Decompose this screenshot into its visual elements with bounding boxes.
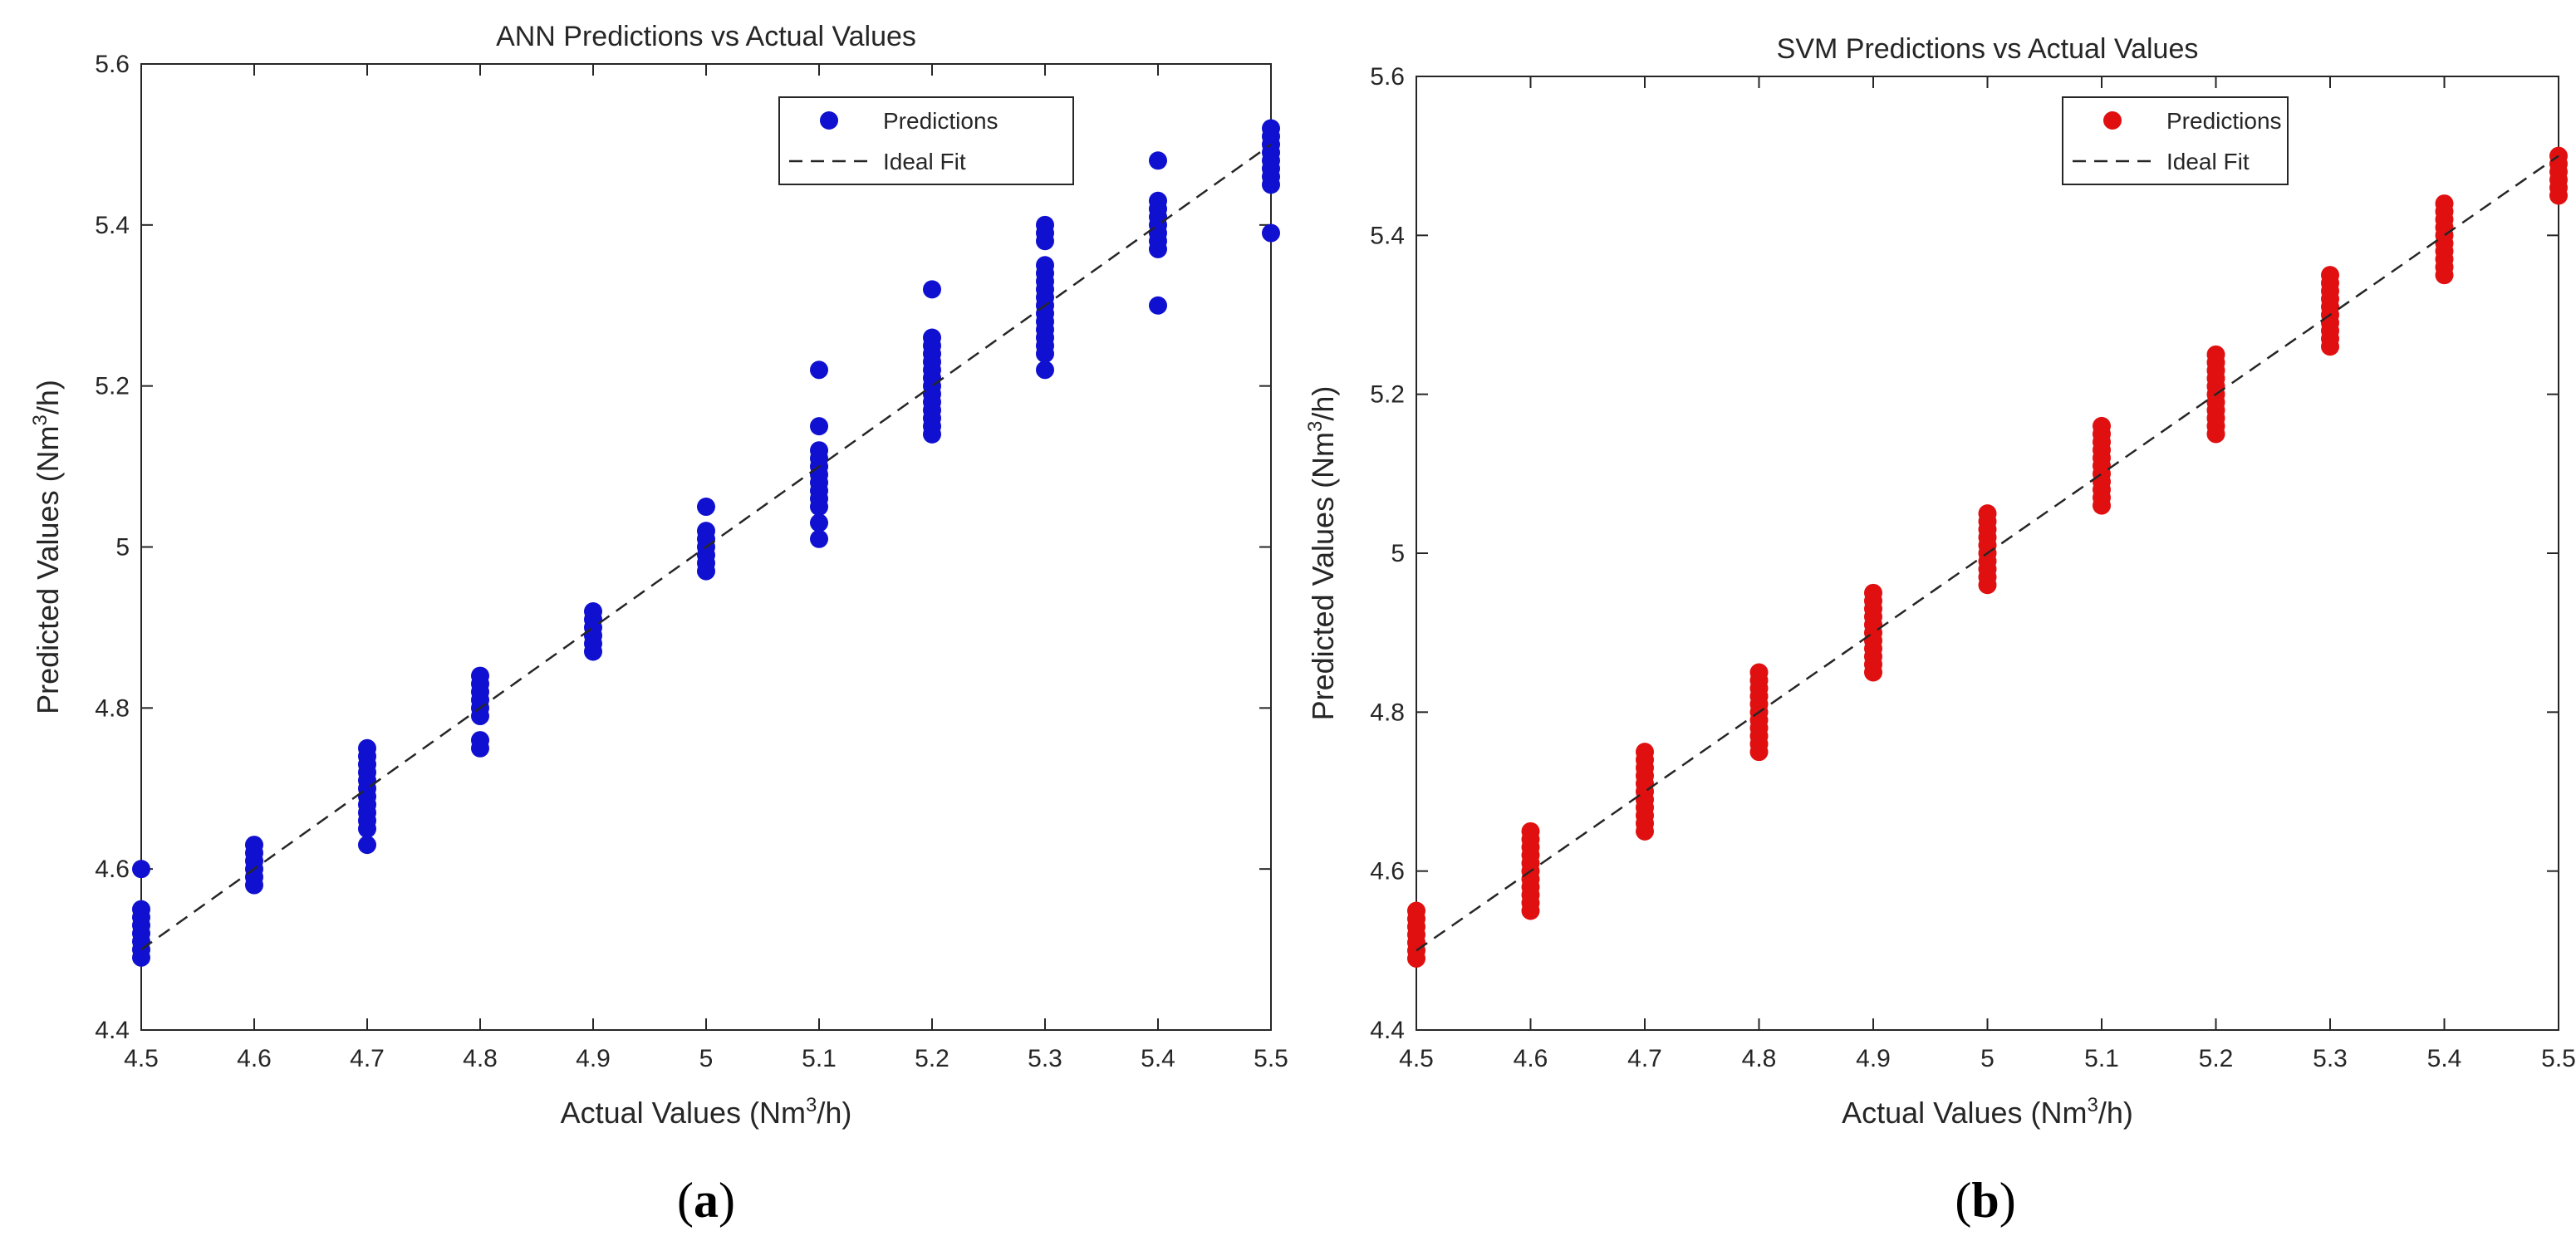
prediction-point <box>697 498 715 517</box>
prediction-point <box>1636 743 1654 762</box>
x-tick-label: 4.7 <box>350 1045 385 1072</box>
prediction-point <box>2206 345 2225 364</box>
prediction-point <box>697 522 715 541</box>
prediction-point <box>2549 146 2568 165</box>
prediction-point <box>810 513 828 532</box>
x-tick-label: 5.4 <box>1141 1045 1175 1072</box>
x-tick-label: 5.4 <box>2427 1045 2462 1072</box>
y-tick-label: 5.2 <box>1370 381 1405 409</box>
prediction-point <box>1262 119 1280 138</box>
x-tick-label: 4.5 <box>124 1045 159 1072</box>
y-axis-label: Predicted Values (Nm3/h) <box>29 380 65 714</box>
prediction-point <box>1864 583 1882 602</box>
x-tick-label: 5.3 <box>1028 1045 1062 1072</box>
legend-box <box>2062 96 2289 185</box>
x-tick-label: 5.5 <box>2541 1045 2576 1072</box>
x-tick-label: 5.5 <box>1254 1045 1288 1072</box>
prediction-point <box>132 900 150 919</box>
prediction-point <box>358 836 376 855</box>
y-tick-label: 5 <box>115 534 130 562</box>
prediction-point <box>810 417 828 436</box>
y-tick-label: 5.6 <box>1370 63 1405 91</box>
panel-caption: (a) <box>677 1173 735 1228</box>
x-tick-label: 5 <box>699 1045 714 1072</box>
prediction-point <box>1521 822 1540 841</box>
legend-label-ideal-fit: Ideal Fit <box>883 149 966 174</box>
y-axis-label: Predicted Values (Nm3/h) <box>1304 386 1340 721</box>
prediction-point <box>471 731 489 750</box>
x-tick-label: 4.6 <box>237 1045 272 1072</box>
y-tick-label: 5.4 <box>1370 222 1405 249</box>
chart-panel-b: SVM Predictions vs Actual Values 4.5 4.6 4.… <box>1304 33 2576 1228</box>
x-tick-label: 4.8 <box>1742 1045 1777 1072</box>
x-tick-label: 4.8 <box>463 1045 498 1072</box>
prediction-point <box>810 361 828 380</box>
x-tick-label: 4.6 <box>1514 1045 1548 1072</box>
prediction-point <box>1262 223 1280 243</box>
legend-label-predictions: Predictions <box>883 108 999 134</box>
y-tick-label: 4.4 <box>1370 1017 1405 1044</box>
prediction-point <box>2093 416 2111 435</box>
prediction-point <box>1749 663 1769 682</box>
y-tick-label: 5.6 <box>95 51 130 78</box>
chart-title: SVM Predictions vs Actual Values <box>1777 33 2199 65</box>
x-tick-label: 4.5 <box>1399 1045 1434 1072</box>
prediction-point <box>1149 191 1167 210</box>
x-tick-label: 5 <box>1980 1045 1995 1072</box>
y-tick-label: 4.8 <box>1370 699 1405 726</box>
y-tick-label: 4.4 <box>95 1017 130 1044</box>
x-axis-label: Actual Values (Nm3/h) <box>1842 1094 2133 1130</box>
y-tick-label: 5.2 <box>95 373 130 400</box>
prediction-point <box>923 328 941 347</box>
y-tick-label: 4.6 <box>95 856 130 883</box>
prediction-point <box>1036 215 1054 234</box>
y-tick-label: 5 <box>1391 540 1405 567</box>
ideal-fit-line <box>140 143 1272 951</box>
prediction-point <box>2435 194 2454 213</box>
prediction-point <box>1149 151 1167 170</box>
x-tick-label: 4.9 <box>1856 1045 1891 1072</box>
chart-panel-a: ANN Predictions vs Actual Values 4.5 4.6 4.… <box>29 21 1288 1228</box>
prediction-point <box>358 738 376 758</box>
x-tick-label: 4.9 <box>576 1045 611 1072</box>
prediction-point <box>584 602 602 621</box>
y-tick-label: 4.8 <box>95 694 130 722</box>
prediction-point <box>810 441 828 460</box>
legend-label-predictions: Predictions <box>2166 108 2282 134</box>
prediction-point <box>471 666 489 685</box>
x-tick-label: 5.3 <box>2313 1045 2348 1072</box>
ideal-fit-line <box>1416 155 2559 952</box>
y-tick-label: 4.6 <box>1370 858 1405 885</box>
x-axis-label: Actual Values (Nm3/h) <box>561 1094 852 1130</box>
x-tick-label: 4.7 <box>1627 1045 1662 1072</box>
prediction-point <box>245 836 263 855</box>
prediction-point <box>810 529 828 548</box>
x-tick-label: 5.2 <box>915 1045 949 1072</box>
prediction-point <box>2321 266 2339 285</box>
y-tick-label: 5.4 <box>95 212 130 239</box>
prediction-point <box>1036 361 1054 380</box>
prediction-point <box>923 280 941 299</box>
chart-title: ANN Predictions vs Actual Values <box>496 21 916 52</box>
prediction-point <box>1978 504 1997 523</box>
x-tick-label: 5.1 <box>802 1045 837 1072</box>
legend-marker-predictions <box>820 111 838 130</box>
prediction-point <box>1036 256 1054 275</box>
panel-caption: (b) <box>1955 1173 2015 1228</box>
legend-marker-predictions <box>2103 111 2122 130</box>
prediction-point <box>1149 296 1167 315</box>
legend-label-ideal-fit: Ideal Fit <box>2166 149 2250 174</box>
prediction-point <box>1407 901 1425 920</box>
prediction-point <box>132 860 150 879</box>
x-tick-label: 5.2 <box>2199 1045 2234 1072</box>
x-tick-label: 5.1 <box>2084 1045 2119 1072</box>
